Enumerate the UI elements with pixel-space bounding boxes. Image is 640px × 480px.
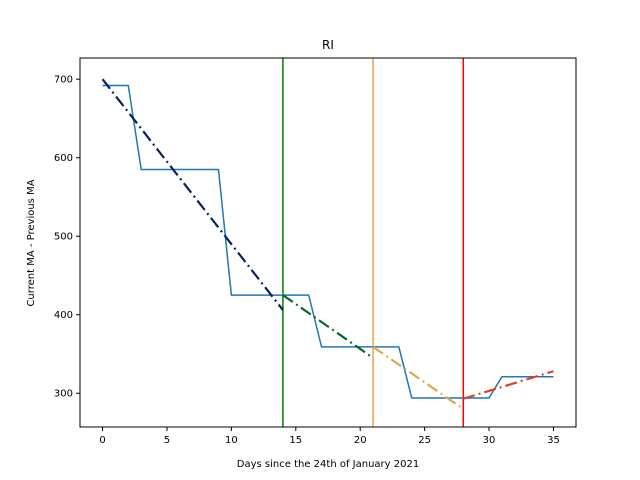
series-line-3 xyxy=(372,346,464,410)
series-line-0 xyxy=(102,84,554,399)
x-tick-label-7: 35 xyxy=(547,435,560,446)
y-tick-label-3: 600 xyxy=(54,153,73,164)
x-tick-label-0: 0 xyxy=(99,435,105,446)
y-tick-label-1: 400 xyxy=(54,310,73,321)
axes-frame xyxy=(79,57,577,428)
x-tick-label-6: 30 xyxy=(483,435,496,446)
plot-area xyxy=(101,58,554,427)
ticks: 0 5 10 15 20 25 30 35 300 400 500 600 700 xyxy=(54,75,560,446)
x-tick-label-3: 15 xyxy=(289,435,302,446)
series-line-2 xyxy=(282,294,374,359)
x-tick-label-4: 20 xyxy=(354,435,367,446)
chart-title: RI xyxy=(322,38,334,52)
x-tick-label-1: 5 xyxy=(164,435,170,446)
y-tick-label-2: 500 xyxy=(54,232,73,243)
series-line-1 xyxy=(101,78,284,311)
y-tick-label-0: 300 xyxy=(54,389,73,400)
x-tick-label-2: 10 xyxy=(225,435,238,446)
x-tick-label-5: 25 xyxy=(418,435,431,446)
y-axis-label: Current MA - Previous MA xyxy=(26,179,37,306)
series-line-4 xyxy=(462,370,554,400)
y-tick-label-4: 700 xyxy=(54,75,73,86)
x-axis-label: Days since the 24th of January 2021 xyxy=(237,459,419,470)
